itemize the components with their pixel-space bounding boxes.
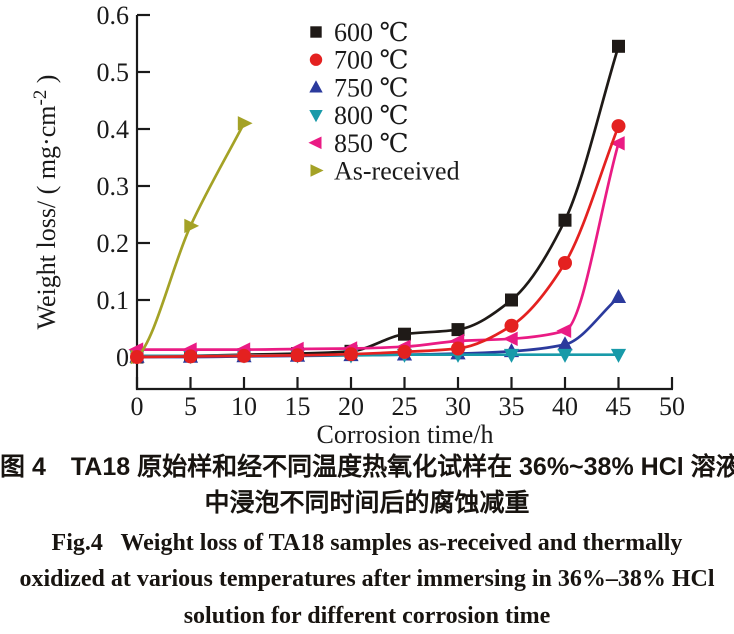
x-tick-label: 50 (659, 392, 685, 421)
figure-caption-zh-line1: 图 4 TA18 原始样和经不同温度热氧化试样在 36%~38% HCl 溶液 (0, 453, 734, 481)
series-750c (129, 289, 627, 363)
x-tick-label: 30 (445, 392, 471, 421)
series-700c-marker (130, 350, 144, 364)
legend-marker-as-received (310, 164, 324, 177)
series-800c-marker (610, 348, 627, 363)
legend-label-750c: 750 ℃ (334, 73, 409, 102)
weight-loss-chart: 0 5 10 15 20 25 30 35 40 45 50 0 0.1 0.2 0.3 0.4 0.5 0.6 C… (30, 1, 685, 448)
x-tick-label: 25 (392, 392, 418, 421)
series-700c-marker (237, 348, 251, 363)
series-600c-marker (612, 39, 625, 53)
series-as-received (130, 116, 253, 365)
series-700c-marker (451, 341, 465, 356)
series-700c-marker (504, 318, 519, 333)
legend-marker-800c (309, 110, 323, 123)
figure-caption-zh-line2: 中浸泡不同时间后的腐蚀减重 (204, 489, 530, 517)
series-700c-marker (611, 119, 626, 134)
x-tick-label: 35 (499, 392, 525, 421)
series-850c-marker (502, 331, 518, 346)
y-tick-label: 0.3 (97, 172, 130, 201)
series-as-received-marker (237, 116, 253, 131)
series-600c-marker (398, 327, 411, 341)
series-700c-marker (183, 349, 198, 364)
legend-item-750c: 750 ℃ (309, 73, 409, 102)
legend-item-800c: 800 ℃ (309, 101, 409, 130)
series-600c-marker (451, 323, 465, 337)
series-800c-marker (557, 348, 573, 363)
x-tick-label: 10 (231, 392, 257, 421)
legend-label-as-received: As-received (334, 157, 460, 186)
figure-caption-en-line2: oxidized at various temperatures after i… (19, 566, 715, 592)
legend-marker-700c (309, 53, 323, 66)
series-800c-marker (503, 348, 520, 363)
y-tick-label: 0.4 (97, 115, 130, 144)
y-tick-label: 0.5 (97, 58, 130, 87)
figure-caption-en-line1: Fig.4 Weight loss of TA18 samples as-rec… (51, 530, 683, 556)
series-700c-marker (290, 348, 305, 363)
legend-item-600c: 600 ℃ (310, 18, 409, 47)
y-tick-label: 0.6 (97, 1, 130, 30)
series-850c-marker (556, 323, 572, 338)
x-tick-label: 20 (338, 392, 364, 421)
legend-item-as-received: As-received (310, 157, 460, 186)
y-tick-label: 0.2 (97, 229, 130, 258)
y-axis-title: Weight loss/ ( mg·cm-2 ) (30, 75, 61, 330)
legend-item-700c: 700 ℃ (309, 46, 409, 75)
series-700c-marker (397, 344, 412, 359)
series-700c-marker (558, 256, 572, 270)
series-750c-marker (610, 289, 627, 303)
x-tick-label: 15 (285, 392, 311, 421)
x-tick-label: 45 (606, 392, 632, 421)
x-tick-label: 5 (184, 392, 197, 421)
x-tick-label: 40 (552, 392, 578, 421)
legend-marker-600c (310, 26, 322, 38)
series-750c-marker (557, 336, 573, 351)
x-axis-title: Corrosion time/h (317, 420, 494, 448)
x-tick-label: 0 (131, 392, 144, 421)
y-tick-label: 0 (116, 343, 129, 372)
series-as-received-marker (184, 218, 200, 234)
legend-label-800c: 800 ℃ (334, 101, 409, 130)
series-as-received-curve (136, 122, 246, 359)
figure-caption-en-line3: solution for different corrosion time (183, 603, 551, 629)
legend-item-850c: 850 ℃ (308, 129, 409, 158)
series-700c-marker (344, 347, 358, 362)
y-tick-label: 0.1 (97, 286, 130, 315)
series-700c (130, 119, 626, 364)
legend-marker-850c (308, 136, 322, 150)
series-850c-marker (609, 136, 625, 151)
series-600c-marker (558, 213, 572, 227)
legend-marker-750c (309, 80, 323, 93)
legend-label-700c: 700 ℃ (334, 46, 409, 75)
legend-label-600c: 600 ℃ (334, 18, 409, 47)
legend-label-850c: 850 ℃ (334, 129, 409, 158)
series-600c-marker (505, 293, 518, 307)
